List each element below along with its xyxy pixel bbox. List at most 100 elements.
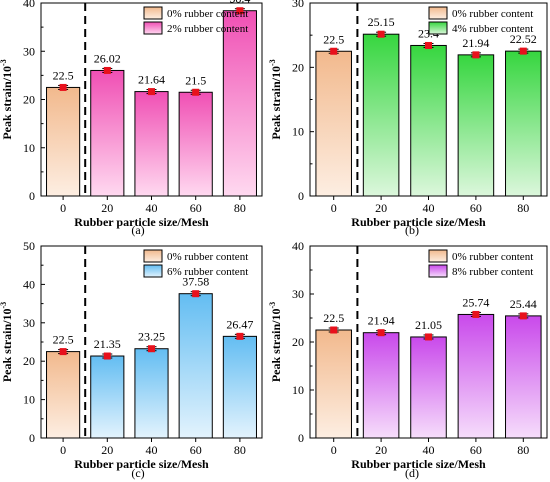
y-axis-title-text: Peak strain/10 bbox=[0, 66, 14, 140]
data-point-marker bbox=[377, 329, 385, 337]
data-point-marker bbox=[103, 352, 111, 360]
legend-swatch bbox=[428, 264, 448, 278]
data-label: 25.74 bbox=[462, 295, 489, 309]
x-tick-label: 80 bbox=[517, 443, 529, 457]
y-axis-title: Peak strain/10-3 bbox=[0, 59, 14, 139]
data-label: 22.5 bbox=[323, 311, 344, 325]
y-tick-label: 40 bbox=[23, 277, 35, 291]
data-point-marker bbox=[377, 30, 385, 38]
bar-20 bbox=[90, 69, 125, 197]
data-point-marker bbox=[192, 290, 200, 298]
data-label: 25.44 bbox=[510, 297, 537, 311]
y-tick-label: 20 bbox=[292, 335, 304, 349]
y-tick-label: 20 bbox=[23, 93, 35, 107]
legend-label: 4% rubber content bbox=[452, 23, 533, 35]
y-axis-title-text: Peak strain/10 bbox=[0, 309, 14, 383]
legend-swatch bbox=[428, 249, 448, 263]
x-tick-label: 40 bbox=[146, 443, 158, 457]
panel-label: (b) bbox=[405, 223, 419, 237]
x-axis-title: Rubber particle size/Mesh bbox=[351, 215, 486, 229]
data-label: 21.94 bbox=[462, 36, 489, 50]
data-point-marker bbox=[472, 51, 480, 59]
x-tick-label: 0 bbox=[60, 201, 66, 215]
data-label: 22.5 bbox=[323, 32, 344, 46]
legend-swatch bbox=[143, 21, 163, 35]
legend-swatch bbox=[143, 6, 163, 20]
bar-20 bbox=[362, 33, 400, 197]
x-axis-title: Rubber particle size/Mesh bbox=[74, 215, 209, 229]
data-label: 26.02 bbox=[94, 51, 121, 65]
data-label: 26.47 bbox=[226, 317, 253, 331]
y-tick-label: 40 bbox=[23, 0, 35, 10]
y-axis-title-exponent: -3 bbox=[0, 302, 8, 309]
data-label: 22.5 bbox=[53, 333, 74, 347]
data-point-marker bbox=[192, 88, 200, 96]
data-label: 23.25 bbox=[138, 330, 165, 344]
y-axis-title-exponent: -3 bbox=[268, 302, 277, 309]
x-tick-label: 40 bbox=[423, 201, 435, 215]
data-point-marker bbox=[330, 326, 338, 334]
bar-80 bbox=[222, 10, 257, 197]
y-tick-label: 10 bbox=[23, 393, 35, 407]
y-tick-label: 0 bbox=[29, 431, 35, 445]
legend-swatch bbox=[428, 6, 448, 20]
legend-label: 0% rubber content bbox=[452, 251, 533, 263]
data-label: 21.5 bbox=[185, 73, 206, 87]
y-axis-title: Peak strain/10-3 bbox=[268, 302, 283, 382]
x-tick-label: 0 bbox=[331, 443, 337, 457]
data-point-marker bbox=[330, 47, 338, 55]
x-tick-label: 40 bbox=[146, 201, 158, 215]
y-tick-label: 30 bbox=[292, 287, 304, 301]
y-tick-label: 0 bbox=[29, 189, 35, 203]
bar-60 bbox=[457, 54, 495, 197]
x-tick-label: 80 bbox=[234, 443, 246, 457]
data-point-marker bbox=[59, 83, 67, 91]
y-axis-title: Peak strain/10-3 bbox=[0, 302, 14, 382]
y-tick-label: 30 bbox=[23, 316, 35, 330]
x-tick-label: 60 bbox=[470, 443, 482, 457]
chart-panel-3: 22.5 21.35 23.25 37.58 26.47 0 10 20 30 40 50 0 20 40… bbox=[0, 239, 263, 480]
bar-40 bbox=[410, 336, 447, 439]
x-tick-label: 60 bbox=[190, 443, 202, 457]
data-point-marker bbox=[148, 345, 155, 353]
x-tick-label: 0 bbox=[331, 201, 337, 215]
bar-40 bbox=[134, 348, 169, 439]
legend-label: 0% rubber content bbox=[167, 8, 248, 20]
legend-label: 8% rubber content bbox=[452, 266, 533, 278]
bar-20 bbox=[90, 355, 125, 439]
data-label: 21.94 bbox=[368, 314, 395, 328]
bar-60 bbox=[178, 91, 213, 197]
bar-0 bbox=[46, 86, 81, 197]
data-label: 22.5 bbox=[53, 68, 74, 82]
x-axis-title: Rubber particle size/Mesh bbox=[74, 457, 209, 471]
x-tick-label: 40 bbox=[423, 443, 435, 457]
bar-60 bbox=[178, 293, 213, 439]
panel-label: (d) bbox=[405, 466, 419, 480]
bar-60 bbox=[457, 313, 495, 439]
y-axis-title-text: Peak strain/10 bbox=[269, 309, 283, 383]
data-label: 21.35 bbox=[94, 337, 121, 351]
y-tick-label: 0 bbox=[298, 189, 304, 203]
data-label: 25.15 bbox=[368, 15, 395, 29]
data-point-marker bbox=[425, 41, 432, 49]
x-tick-label: 20 bbox=[375, 443, 387, 457]
y-axis-title-exponent: -3 bbox=[0, 59, 8, 66]
y-tick-label: 20 bbox=[292, 60, 304, 74]
bar-0 bbox=[315, 50, 352, 197]
chart-panel-2: 22.525.1523.421.9422.520102030020406080R… bbox=[268, 0, 548, 237]
data-label: 21.05 bbox=[415, 318, 442, 332]
bar-40 bbox=[410, 44, 447, 197]
chart-panel-4: 22.5 21.94 21.05 25.74 25.44 0 10 20 30 40 0 20 40 60… bbox=[268, 239, 548, 480]
bar-0 bbox=[46, 351, 81, 439]
y-tick-label: 10 bbox=[292, 125, 304, 139]
bar-80 bbox=[505, 50, 542, 197]
y-tick-label: 30 bbox=[23, 44, 35, 58]
legend-label: 2% rubber content bbox=[167, 23, 248, 35]
data-label: 37.58 bbox=[182, 275, 209, 289]
legend-swatch bbox=[143, 264, 163, 278]
x-tick-label: 20 bbox=[375, 201, 387, 215]
y-tick-label: 50 bbox=[23, 239, 35, 253]
x-tick-label: 80 bbox=[517, 201, 529, 215]
data-point-marker bbox=[236, 332, 244, 340]
